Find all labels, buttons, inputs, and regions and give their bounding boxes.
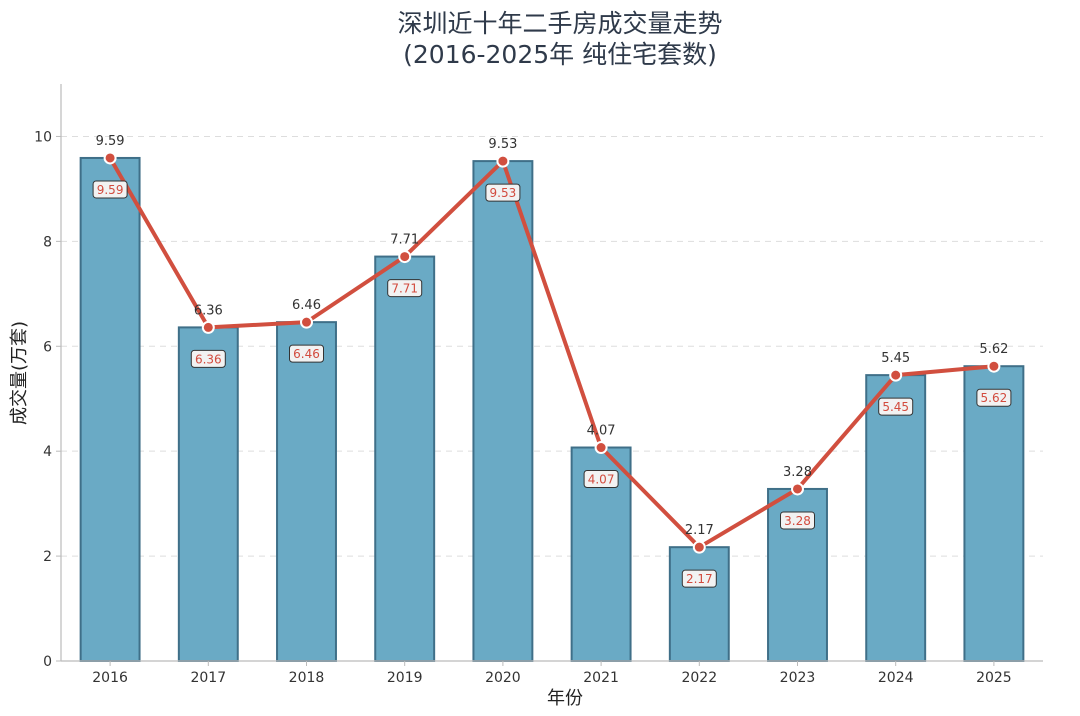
bar [79,156,141,662]
line-value-box [681,569,717,588]
line-value-box [780,511,815,530]
bar-value-label: 5.62 [979,342,1008,357]
trend-line [103,151,1001,554]
chart-title: 深圳近十年二手房成交量走势 [397,9,722,38]
x-axis-title: 年份 [547,688,583,709]
y-tick-label: 6 [43,339,52,355]
bar-value-label: 9.53 [488,137,517,152]
bar [668,546,730,663]
bar [472,160,534,662]
line-marker [103,151,117,165]
line-marker [692,540,706,554]
line-marker [594,441,608,455]
bar-value-label: 6.36 [194,303,223,318]
line-value-box [583,470,619,489]
y-axis-title: 成交量(万套) [9,321,30,425]
x-tick-label: 2021 [583,670,619,686]
data-labels: 9.59 9.59 6.36 6.36 6.46 6.46 7.71 7.71 9.53 9.53… [92,134,1012,588]
line-value-label: 6.46 [293,347,320,361]
bar-value-label: 5.45 [881,351,910,366]
y-tick-label: 8 [43,234,52,250]
x-tick-label: 2019 [387,670,423,686]
line-marker [496,154,510,168]
bar-value-label: 4.07 [587,424,616,439]
line-value-box [976,388,1012,407]
bar-value-label: 7.71 [390,233,419,248]
bar [963,365,1025,662]
x-tick-label: 2023 [780,670,816,686]
y-tick-label: 0 [43,654,52,670]
x-tick-label: 2016 [92,670,128,686]
y-tick-label: 4 [43,444,52,460]
line-marker [791,482,804,496]
line-value-label: 9.53 [490,186,517,200]
y-tick-label: 10 [34,129,52,145]
chart-subtitle: (2016-2025年 纯住宅套数) [403,40,717,69]
bar-value-label: 3.28 [783,465,812,480]
line-marker [300,315,313,329]
line-value-box [387,279,423,298]
axes: 0 2 4 6 8 10 2016 2017 2018 2019 2020 2021 2022 2023 2… [34,84,1043,686]
line-value-box [878,397,914,416]
bar-value-label: 9.59 [96,134,125,149]
trend-line-path [108,155,996,550]
bar [177,326,239,662]
bar [374,255,436,662]
line-marker [398,250,412,264]
line-value-box [190,349,226,368]
x-tick-label: 2018 [289,670,325,686]
bar-value-label: 6.46 [292,298,321,313]
line-value-label: 6.36 [195,352,222,366]
x-tick-label: 2024 [878,670,914,686]
line-value-label: 9.59 [97,183,124,197]
line-value-label: 2.17 [686,572,713,586]
x-tick-label: 2017 [190,670,226,686]
line-value-box [289,344,324,363]
line-value-box [92,180,128,199]
line-value-label: 3.28 [784,514,811,528]
y-tick-label: 2 [43,549,52,565]
bar [865,374,927,662]
x-tick-label: 2025 [976,670,1012,686]
line-marker [201,320,215,334]
line-value-label: 7.71 [391,282,418,296]
line-value-label: 4.07 [588,473,615,487]
line-value-label: 5.45 [882,400,909,414]
line-marker [889,368,903,382]
x-tick-label: 2022 [681,670,717,686]
x-tick-label: 2020 [485,670,521,686]
line-value-box [485,183,521,202]
line-value-label: 5.62 [981,391,1008,405]
bar-value-label: 2.17 [685,523,714,538]
line-marker [987,359,1001,373]
bar [276,321,337,662]
